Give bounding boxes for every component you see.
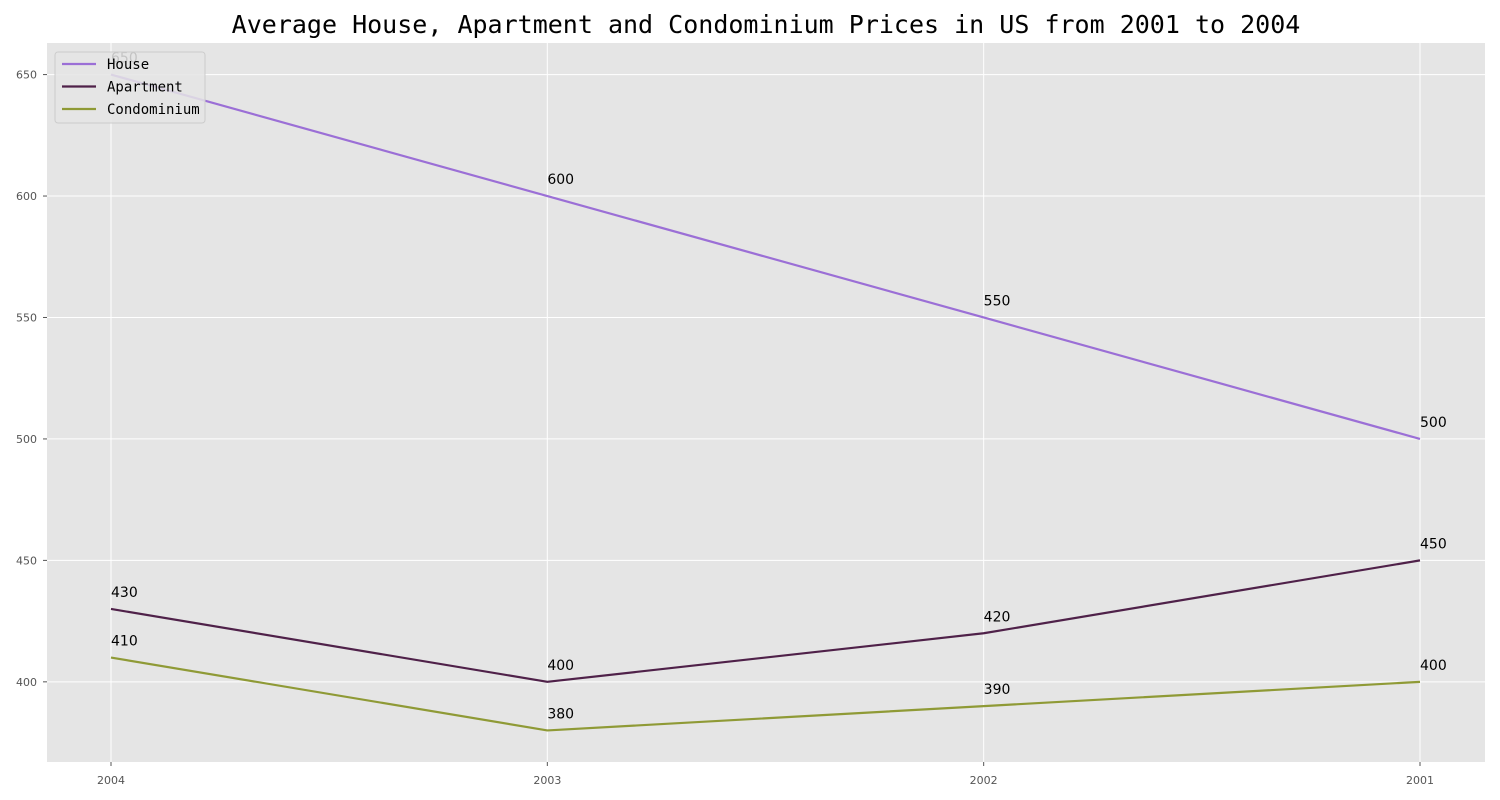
- legend-label-apartment: Apartment: [107, 80, 183, 96]
- legend-label-house: House: [107, 57, 149, 73]
- plot-area: [47, 43, 1485, 762]
- y-tick-label: 600: [16, 190, 37, 203]
- y-tick-label: 400: [16, 676, 37, 689]
- chart-title: Average House, Apartment and Condominium…: [232, 10, 1301, 39]
- legend-label-condominium: Condominium: [107, 102, 200, 118]
- data-label-house: 500: [1420, 415, 1447, 431]
- data-label-condominium: 380: [547, 706, 574, 722]
- y-tick-label: 450: [16, 554, 37, 567]
- data-label-condominium: 390: [984, 682, 1011, 698]
- data-label-apartment: 430: [111, 585, 138, 601]
- y-tick-label: 500: [16, 433, 37, 446]
- legend: House Apartment Condominium: [54, 51, 206, 124]
- x-tick-label: 2003: [533, 774, 561, 787]
- data-label-apartment: 400: [547, 658, 574, 674]
- y-tick-label: 550: [16, 311, 37, 324]
- x-tick-label: 2002: [970, 774, 998, 787]
- x-tick-label: 2004: [97, 774, 125, 787]
- data-label-apartment: 420: [984, 609, 1011, 625]
- x-tick-label: 2001: [1406, 774, 1434, 787]
- y-tick-label: 650: [16, 69, 37, 82]
- data-label-house: 600: [547, 172, 574, 188]
- series-lines: [110, 73, 1421, 732]
- data-label-condominium: 410: [111, 634, 138, 650]
- series-line-house: [110, 73, 1421, 440]
- axis-ticks: 400 450 500 550 600 650 2004 2003 2002 2001: [16, 69, 1434, 787]
- legend-box: [54, 51, 206, 124]
- grid-lines: [47, 43, 1485, 762]
- data-label-apartment: 450: [1420, 536, 1447, 552]
- data-label-condominium: 400: [1420, 658, 1447, 674]
- data-label-house: 550: [984, 293, 1011, 309]
- series-line-condominium: [110, 656, 1421, 732]
- series-line-apartment: [110, 559, 1421, 683]
